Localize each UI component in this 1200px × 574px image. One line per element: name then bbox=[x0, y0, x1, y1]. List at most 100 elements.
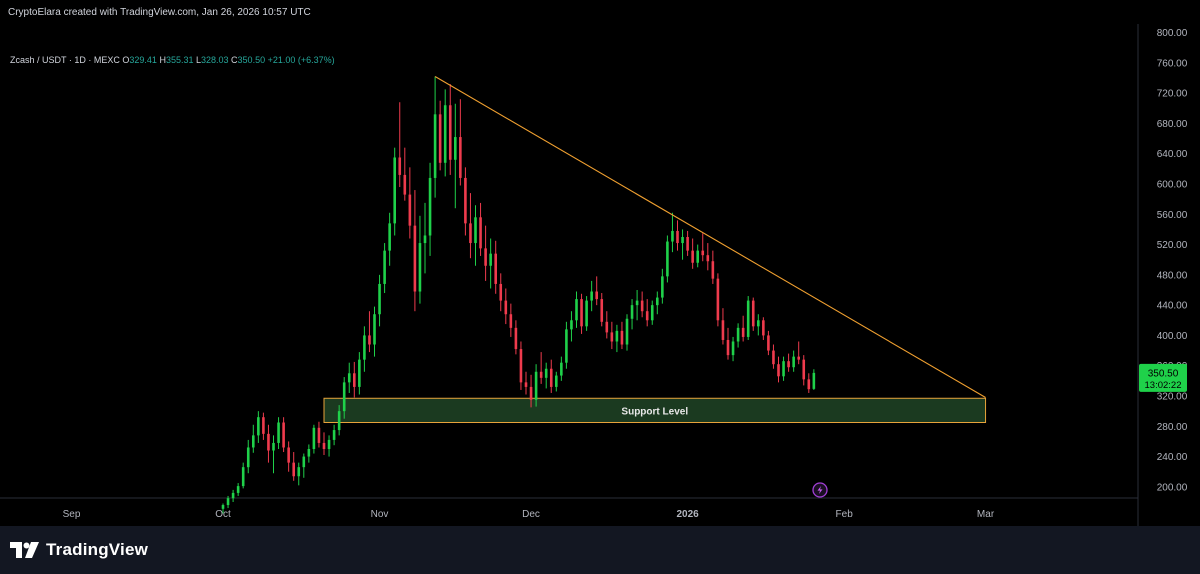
candle[interactable] bbox=[529, 374, 533, 408]
candle[interactable] bbox=[403, 147, 407, 201]
candle[interactable] bbox=[418, 215, 422, 304]
candle[interactable] bbox=[231, 489, 235, 502]
lightning-event-icon[interactable] bbox=[812, 482, 828, 498]
candles[interactable] bbox=[221, 76, 816, 514]
candle[interactable] bbox=[504, 288, 508, 325]
candle[interactable] bbox=[534, 364, 538, 407]
candle[interactable] bbox=[484, 225, 487, 281]
candle[interactable] bbox=[413, 190, 417, 312]
trendline-layer[interactable] bbox=[434, 76, 986, 398]
candle[interactable] bbox=[363, 326, 366, 372]
candle[interactable] bbox=[600, 293, 604, 327]
candle[interactable] bbox=[221, 503, 225, 514]
candle[interactable] bbox=[549, 359, 553, 393]
candle[interactable] bbox=[590, 280, 593, 312]
candle[interactable] bbox=[332, 424, 336, 446]
candle[interactable] bbox=[327, 435, 331, 457]
candle[interactable] bbox=[736, 323, 740, 348]
candle[interactable] bbox=[762, 317, 765, 340]
candle[interactable] bbox=[691, 238, 694, 269]
candle[interactable] bbox=[595, 276, 598, 306]
candle[interactable] bbox=[423, 202, 427, 274]
candle[interactable] bbox=[236, 483, 240, 496]
price-chart[interactable]: 200.00240.00280.00320.00360.00400.00440.… bbox=[0, 24, 1200, 526]
candle[interactable] bbox=[681, 229, 684, 260]
candle[interactable] bbox=[792, 350, 795, 372]
candle[interactable] bbox=[433, 76, 437, 198]
candle[interactable] bbox=[802, 355, 806, 386]
descending-trendline[interactable] bbox=[434, 76, 986, 398]
candle[interactable] bbox=[282, 417, 285, 453]
candle[interactable] bbox=[443, 89, 447, 177]
candle[interactable] bbox=[731, 336, 735, 362]
candle[interactable] bbox=[342, 377, 346, 419]
candle[interactable] bbox=[772, 344, 775, 369]
candle[interactable] bbox=[277, 417, 280, 449]
candle[interactable] bbox=[226, 495, 230, 509]
chart-area[interactable]: 200.00240.00280.00320.00360.00400.00440.… bbox=[0, 24, 1200, 526]
candle[interactable] bbox=[686, 230, 689, 256]
candle[interactable] bbox=[580, 293, 583, 334]
candle[interactable] bbox=[751, 297, 755, 331]
candle[interactable] bbox=[741, 315, 745, 342]
candle[interactable] bbox=[696, 244, 699, 268]
candle[interactable] bbox=[544, 362, 548, 389]
candle[interactable] bbox=[358, 352, 361, 395]
candle[interactable] bbox=[252, 424, 255, 453]
candle[interactable] bbox=[539, 352, 543, 384]
candle[interactable] bbox=[398, 102, 402, 188]
candle[interactable] bbox=[555, 371, 558, 392]
candle[interactable] bbox=[650, 300, 654, 325]
candle[interactable] bbox=[782, 356, 785, 381]
candle[interactable] bbox=[368, 311, 371, 353]
candle[interactable] bbox=[676, 220, 679, 251]
candle[interactable] bbox=[393, 147, 396, 236]
candle[interactable] bbox=[494, 240, 497, 294]
candle[interactable] bbox=[448, 84, 452, 175]
candle[interactable] bbox=[383, 243, 386, 294]
candle[interactable] bbox=[499, 273, 503, 312]
time-axis[interactable]: Sep Oct Nov Dec 2026 Feb Mar bbox=[63, 509, 995, 520]
candle[interactable] bbox=[287, 441, 290, 472]
support-zone-box[interactable] bbox=[323, 397, 987, 423]
candle[interactable] bbox=[257, 411, 260, 443]
candle[interactable] bbox=[575, 291, 578, 328]
candle[interactable] bbox=[767, 330, 770, 356]
candle[interactable] bbox=[625, 314, 629, 351]
candle[interactable] bbox=[307, 444, 311, 463]
candle[interactable] bbox=[524, 371, 528, 395]
candle[interactable] bbox=[560, 356, 563, 381]
candle[interactable] bbox=[666, 235, 669, 283]
candle[interactable] bbox=[706, 243, 710, 271]
tradingview-logo[interactable]: TradingView bbox=[10, 540, 148, 560]
candle[interactable] bbox=[312, 424, 316, 454]
candle[interactable] bbox=[671, 212, 674, 253]
candle[interactable] bbox=[777, 356, 780, 383]
candle[interactable] bbox=[570, 311, 573, 342]
candle[interactable] bbox=[726, 327, 730, 360]
candle[interactable] bbox=[640, 291, 644, 318]
candle[interactable] bbox=[428, 162, 432, 256]
candle[interactable] bbox=[292, 452, 295, 481]
candle[interactable] bbox=[337, 405, 341, 436]
candle[interactable] bbox=[438, 100, 442, 171]
candle[interactable] bbox=[388, 212, 391, 266]
candle[interactable] bbox=[746, 296, 750, 340]
candle[interactable] bbox=[241, 462, 245, 489]
candle[interactable] bbox=[262, 412, 265, 440]
candle[interactable] bbox=[757, 314, 760, 336]
candle[interactable] bbox=[514, 320, 518, 355]
candle[interactable] bbox=[812, 369, 816, 390]
candle[interactable] bbox=[489, 238, 492, 289]
candle[interactable] bbox=[565, 321, 568, 369]
candle[interactable] bbox=[267, 424, 270, 463]
candle[interactable] bbox=[464, 167, 467, 236]
candle[interactable] bbox=[347, 362, 351, 393]
candle[interactable] bbox=[469, 193, 472, 259]
candle[interactable] bbox=[620, 321, 624, 350]
candle[interactable] bbox=[711, 250, 715, 284]
candle[interactable] bbox=[459, 99, 462, 186]
candle[interactable] bbox=[246, 439, 250, 474]
candle[interactable] bbox=[474, 205, 477, 266]
price-axis[interactable]: 200.00240.00280.00320.00360.00400.00440.… bbox=[1157, 28, 1188, 493]
